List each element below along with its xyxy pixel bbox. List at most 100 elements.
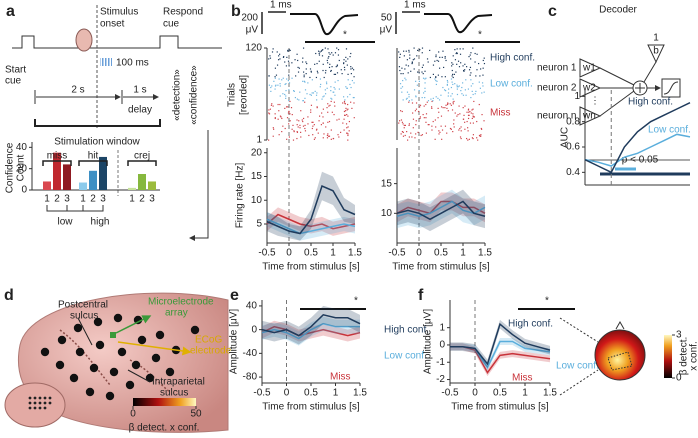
spike bbox=[454, 83, 456, 85]
spike bbox=[473, 100, 475, 103]
spike bbox=[482, 74, 484, 76]
x-tick-label: 1.5 bbox=[543, 388, 557, 399]
ellipsis: ⋮ bbox=[590, 96, 600, 107]
spike bbox=[300, 131, 302, 133]
spike bbox=[323, 133, 325, 135]
spike bbox=[337, 134, 339, 136]
spike bbox=[303, 76, 305, 78]
waveform bbox=[290, 13, 359, 36]
spike bbox=[402, 79, 404, 82]
annotation: Postcentral bbox=[58, 300, 108, 311]
spike bbox=[419, 49, 421, 51]
spike bbox=[418, 72, 420, 74]
spike bbox=[412, 59, 414, 61]
spike bbox=[285, 90, 287, 92]
spike bbox=[421, 134, 424, 136]
spike bbox=[327, 133, 329, 135]
y-tick-label: -80 bbox=[243, 372, 258, 383]
spike bbox=[402, 99, 404, 101]
spike bbox=[419, 104, 422, 106]
spike bbox=[274, 77, 276, 79]
p-value: p < 0.05 bbox=[622, 155, 659, 166]
spike bbox=[321, 49, 323, 52]
spike bbox=[306, 62, 308, 65]
panel-a: a Stimulus onset Respond cue Start cue 1… bbox=[5, 3, 222, 241]
spike bbox=[321, 112, 323, 114]
y-tick-label: 0.4 bbox=[566, 167, 580, 178]
spike bbox=[271, 103, 273, 105]
x-tick-label: 1.5 bbox=[478, 248, 492, 259]
spike bbox=[334, 52, 337, 54]
error-band bbox=[262, 316, 360, 346]
spike bbox=[312, 134, 314, 136]
spike bbox=[468, 69, 471, 71]
spike bbox=[291, 113, 293, 116]
x-tick-label: -0.5 bbox=[253, 388, 271, 399]
bar bbox=[43, 181, 51, 190]
x-label: Time from stimulus [s] bbox=[262, 402, 360, 413]
spike bbox=[425, 113, 428, 115]
spike bbox=[312, 121, 314, 123]
spike bbox=[413, 58, 416, 60]
spike bbox=[460, 62, 462, 64]
group-bracket bbox=[42, 160, 72, 166]
spike bbox=[464, 105, 466, 107]
spike bbox=[453, 123, 455, 125]
spike bbox=[452, 101, 454, 103]
spike bbox=[464, 121, 466, 123]
spike bbox=[419, 116, 421, 118]
spike bbox=[310, 111, 312, 113]
spike bbox=[314, 137, 316, 139]
spike bbox=[287, 50, 289, 52]
spike bbox=[410, 132, 412, 134]
y-label: Amplitude [μV] bbox=[229, 309, 240, 374]
bar bbox=[63, 164, 71, 190]
electrode bbox=[57, 335, 67, 345]
line bbox=[396, 200, 486, 215]
spike bbox=[421, 66, 423, 69]
spike bbox=[441, 56, 443, 58]
spike bbox=[284, 93, 286, 96]
spike bbox=[432, 64, 435, 66]
spike bbox=[456, 52, 458, 55]
spike bbox=[402, 135, 405, 137]
y-tick-label: -1 bbox=[436, 357, 445, 368]
spike bbox=[419, 117, 421, 120]
electrode bbox=[93, 317, 103, 327]
panel-e: e * bbox=[230, 287, 366, 310]
spike bbox=[440, 94, 442, 96]
spike bbox=[279, 115, 282, 117]
panel-label: b bbox=[231, 3, 241, 20]
spike bbox=[311, 127, 313, 130]
spike bbox=[471, 90, 473, 92]
electrode bbox=[155, 330, 165, 340]
spike bbox=[472, 134, 474, 136]
spike bbox=[330, 70, 332, 72]
spike bbox=[441, 76, 443, 78]
spike bbox=[294, 59, 296, 61]
bracket bbox=[46, 205, 84, 212]
spike bbox=[311, 79, 313, 81]
spike bbox=[320, 50, 322, 52]
spike bbox=[278, 134, 280, 136]
spike bbox=[343, 62, 345, 64]
spike bbox=[452, 83, 454, 86]
spike bbox=[435, 76, 437, 78]
spike bbox=[327, 48, 329, 50]
spike bbox=[415, 120, 417, 122]
spike bbox=[330, 90, 332, 92]
spike bbox=[332, 54, 334, 56]
spike bbox=[288, 74, 290, 76]
spike bbox=[336, 47, 338, 49]
spike bbox=[293, 130, 295, 132]
spike bbox=[468, 56, 470, 58]
spike bbox=[412, 118, 415, 120]
spike bbox=[465, 137, 468, 140]
spike bbox=[283, 56, 285, 58]
spike bbox=[304, 127, 306, 130]
spike bbox=[328, 135, 330, 137]
spike bbox=[268, 139, 270, 141]
spike bbox=[310, 109, 312, 111]
spike bbox=[446, 132, 448, 134]
spike bbox=[428, 124, 430, 126]
